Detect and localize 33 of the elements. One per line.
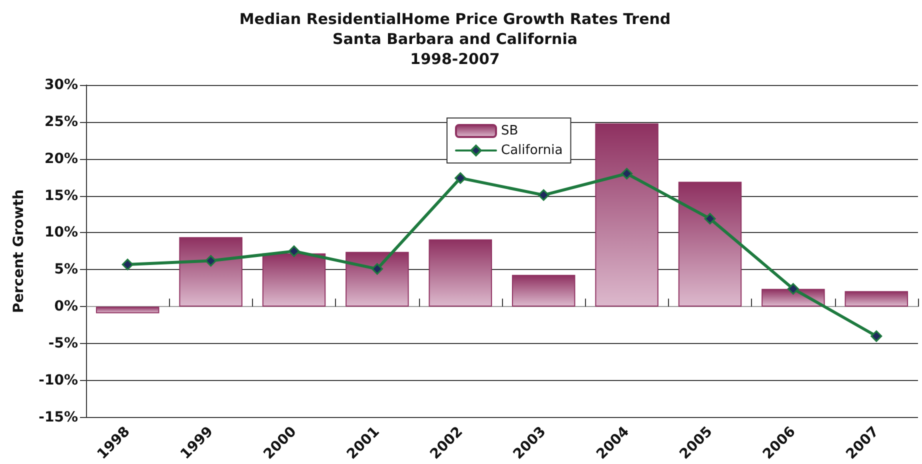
y-axis-title: Percent Growth: [11, 189, 27, 313]
bar: [512, 274, 576, 307]
y-tick-label: 20%: [44, 150, 78, 167]
point: [538, 189, 550, 201]
point: [787, 283, 799, 295]
chart-title: Median ResidentialHome Price Growth Rates Trend Santa Barbara and California 1998-2007: [239, 10, 671, 68]
bar: [179, 237, 242, 307]
bar: [96, 306, 160, 314]
y-tick-label: 15%: [44, 188, 78, 204]
y-tick-label: -5%: [48, 336, 78, 352]
point: [870, 330, 882, 342]
point: [205, 255, 217, 267]
y-tick-label: 0%: [54, 298, 78, 315]
y-tick-label: 30%: [44, 77, 78, 93]
point: [621, 168, 633, 180]
point: [122, 258, 134, 270]
bar: [595, 123, 658, 307]
y-tick-label: 5%: [54, 262, 78, 278]
point: [288, 245, 300, 257]
y-tick-label: -15%: [38, 409, 78, 426]
bar: [678, 182, 742, 307]
bar: [428, 239, 492, 307]
y-tick-label: 25%: [44, 114, 78, 130]
y-tick-label: 10%: [44, 224, 78, 241]
legend-label: SB: [501, 124, 518, 138]
point: [454, 172, 466, 184]
bar: [262, 253, 326, 307]
y-tick-label: -10%: [38, 372, 78, 388]
legend-label: California: [501, 143, 563, 158]
bar: [346, 252, 409, 307]
point: [704, 212, 716, 224]
point: [371, 263, 383, 275]
bar: [844, 291, 908, 307]
